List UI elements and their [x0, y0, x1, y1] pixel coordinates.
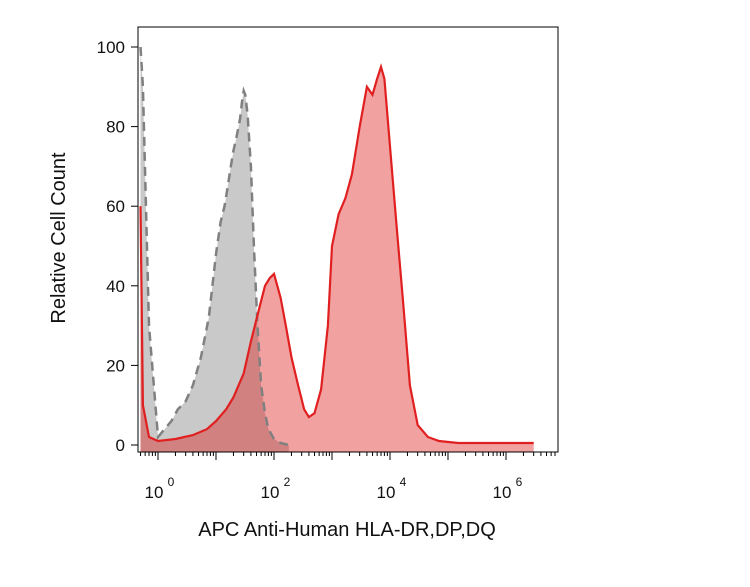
x-tick-exponent: 6 — [516, 475, 523, 489]
y-tick-label: 80 — [106, 118, 125, 137]
y-tick-label: 0 — [116, 436, 125, 455]
x-tick-exponent: 0 — [168, 475, 175, 489]
y-tick-label: 100 — [97, 38, 125, 57]
x-tick-exponent: 2 — [284, 475, 291, 489]
x-tick-exponent: 4 — [400, 475, 407, 489]
control-histogram-line — [139, 46, 290, 447]
x-tick-label: 10 — [377, 483, 396, 502]
stained-histogram-fill — [140, 66, 534, 452]
x-tick-label: 10 — [145, 483, 164, 502]
x-tick-label: 10 — [493, 483, 512, 502]
y-axis-title: Relative Cell Count — [48, 152, 70, 324]
y-tick-label: 40 — [106, 277, 125, 296]
x-axis-title: APC Anti-Human HLA-DR,DP,DQ — [198, 519, 496, 541]
stained-histogram-line — [139, 63, 534, 445]
y-tick-label: 20 — [106, 356, 125, 375]
y-tick-label: 60 — [106, 197, 125, 216]
x-tick-label: 10 — [261, 483, 280, 502]
control-histogram-fill — [140, 47, 289, 452]
